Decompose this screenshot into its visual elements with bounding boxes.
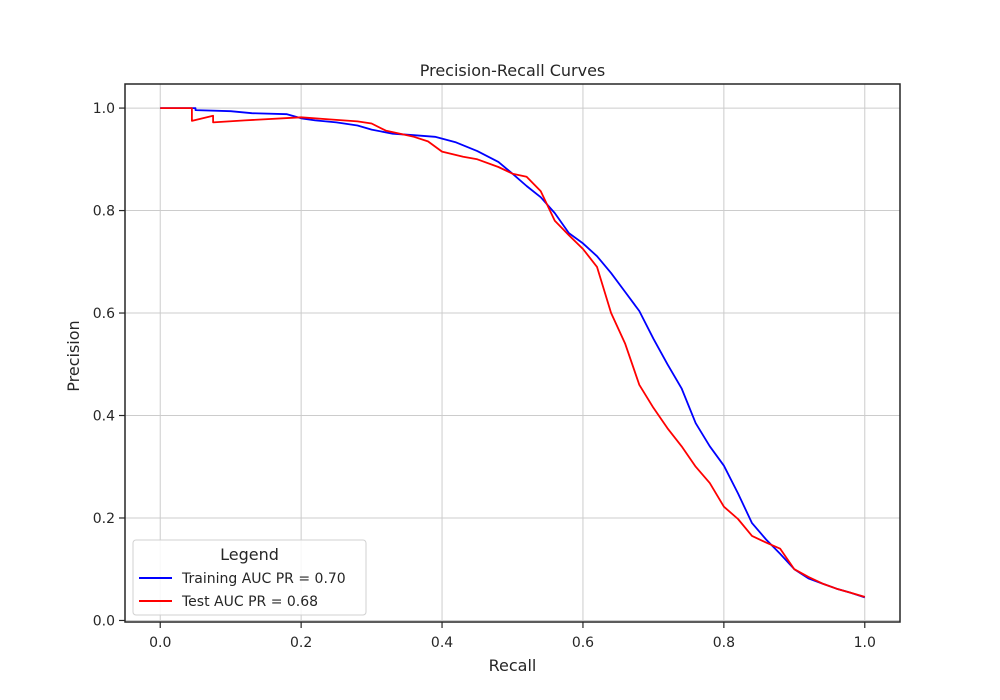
- x-tick-label: 0.8: [713, 635, 735, 651]
- x-tick-label: 0.4: [431, 635, 453, 651]
- y-axis-label: Precision: [64, 320, 83, 391]
- legend-label-test: Test AUC PR = 0.68: [181, 594, 318, 610]
- y-tick-label: 0.4: [93, 409, 115, 425]
- x-tick-label: 0.6: [572, 635, 594, 651]
- legend: Legend Training AUC PR = 0.70 Test AUC P…: [132, 539, 367, 616]
- legend-box: [132, 539, 367, 616]
- legend-label-training: Training AUC PR = 0.70: [181, 571, 346, 587]
- y-tick-label: 0.2: [93, 511, 115, 527]
- x-tick-label: 1.0: [854, 635, 876, 651]
- series-line-training: [160, 107, 866, 599]
- series-line-test: [160, 107, 866, 598]
- x-tick-label: 0.0: [149, 635, 171, 651]
- chart-title: Precision-Recall Curves: [420, 61, 606, 80]
- axes-frame: [124, 83, 901, 623]
- y-tick-label: 0.6: [93, 306, 115, 322]
- x-axis-label: Recall: [489, 656, 537, 675]
- legend-title: Legend: [220, 545, 279, 564]
- y-tick-label: 0.8: [93, 204, 115, 220]
- y-tick-label: 0.0: [93, 613, 115, 629]
- axis-ticks: 0.0 0.2 0.4 0.6 0.8 1.0 0.0 0.2 0.4 0.6 0.8 1.0: [93, 101, 876, 651]
- series-layer: [160, 107, 866, 599]
- x-tick-label: 0.2: [290, 635, 312, 651]
- y-tick-label: 1.0: [93, 101, 115, 117]
- grid-lines: [125, 84, 900, 622]
